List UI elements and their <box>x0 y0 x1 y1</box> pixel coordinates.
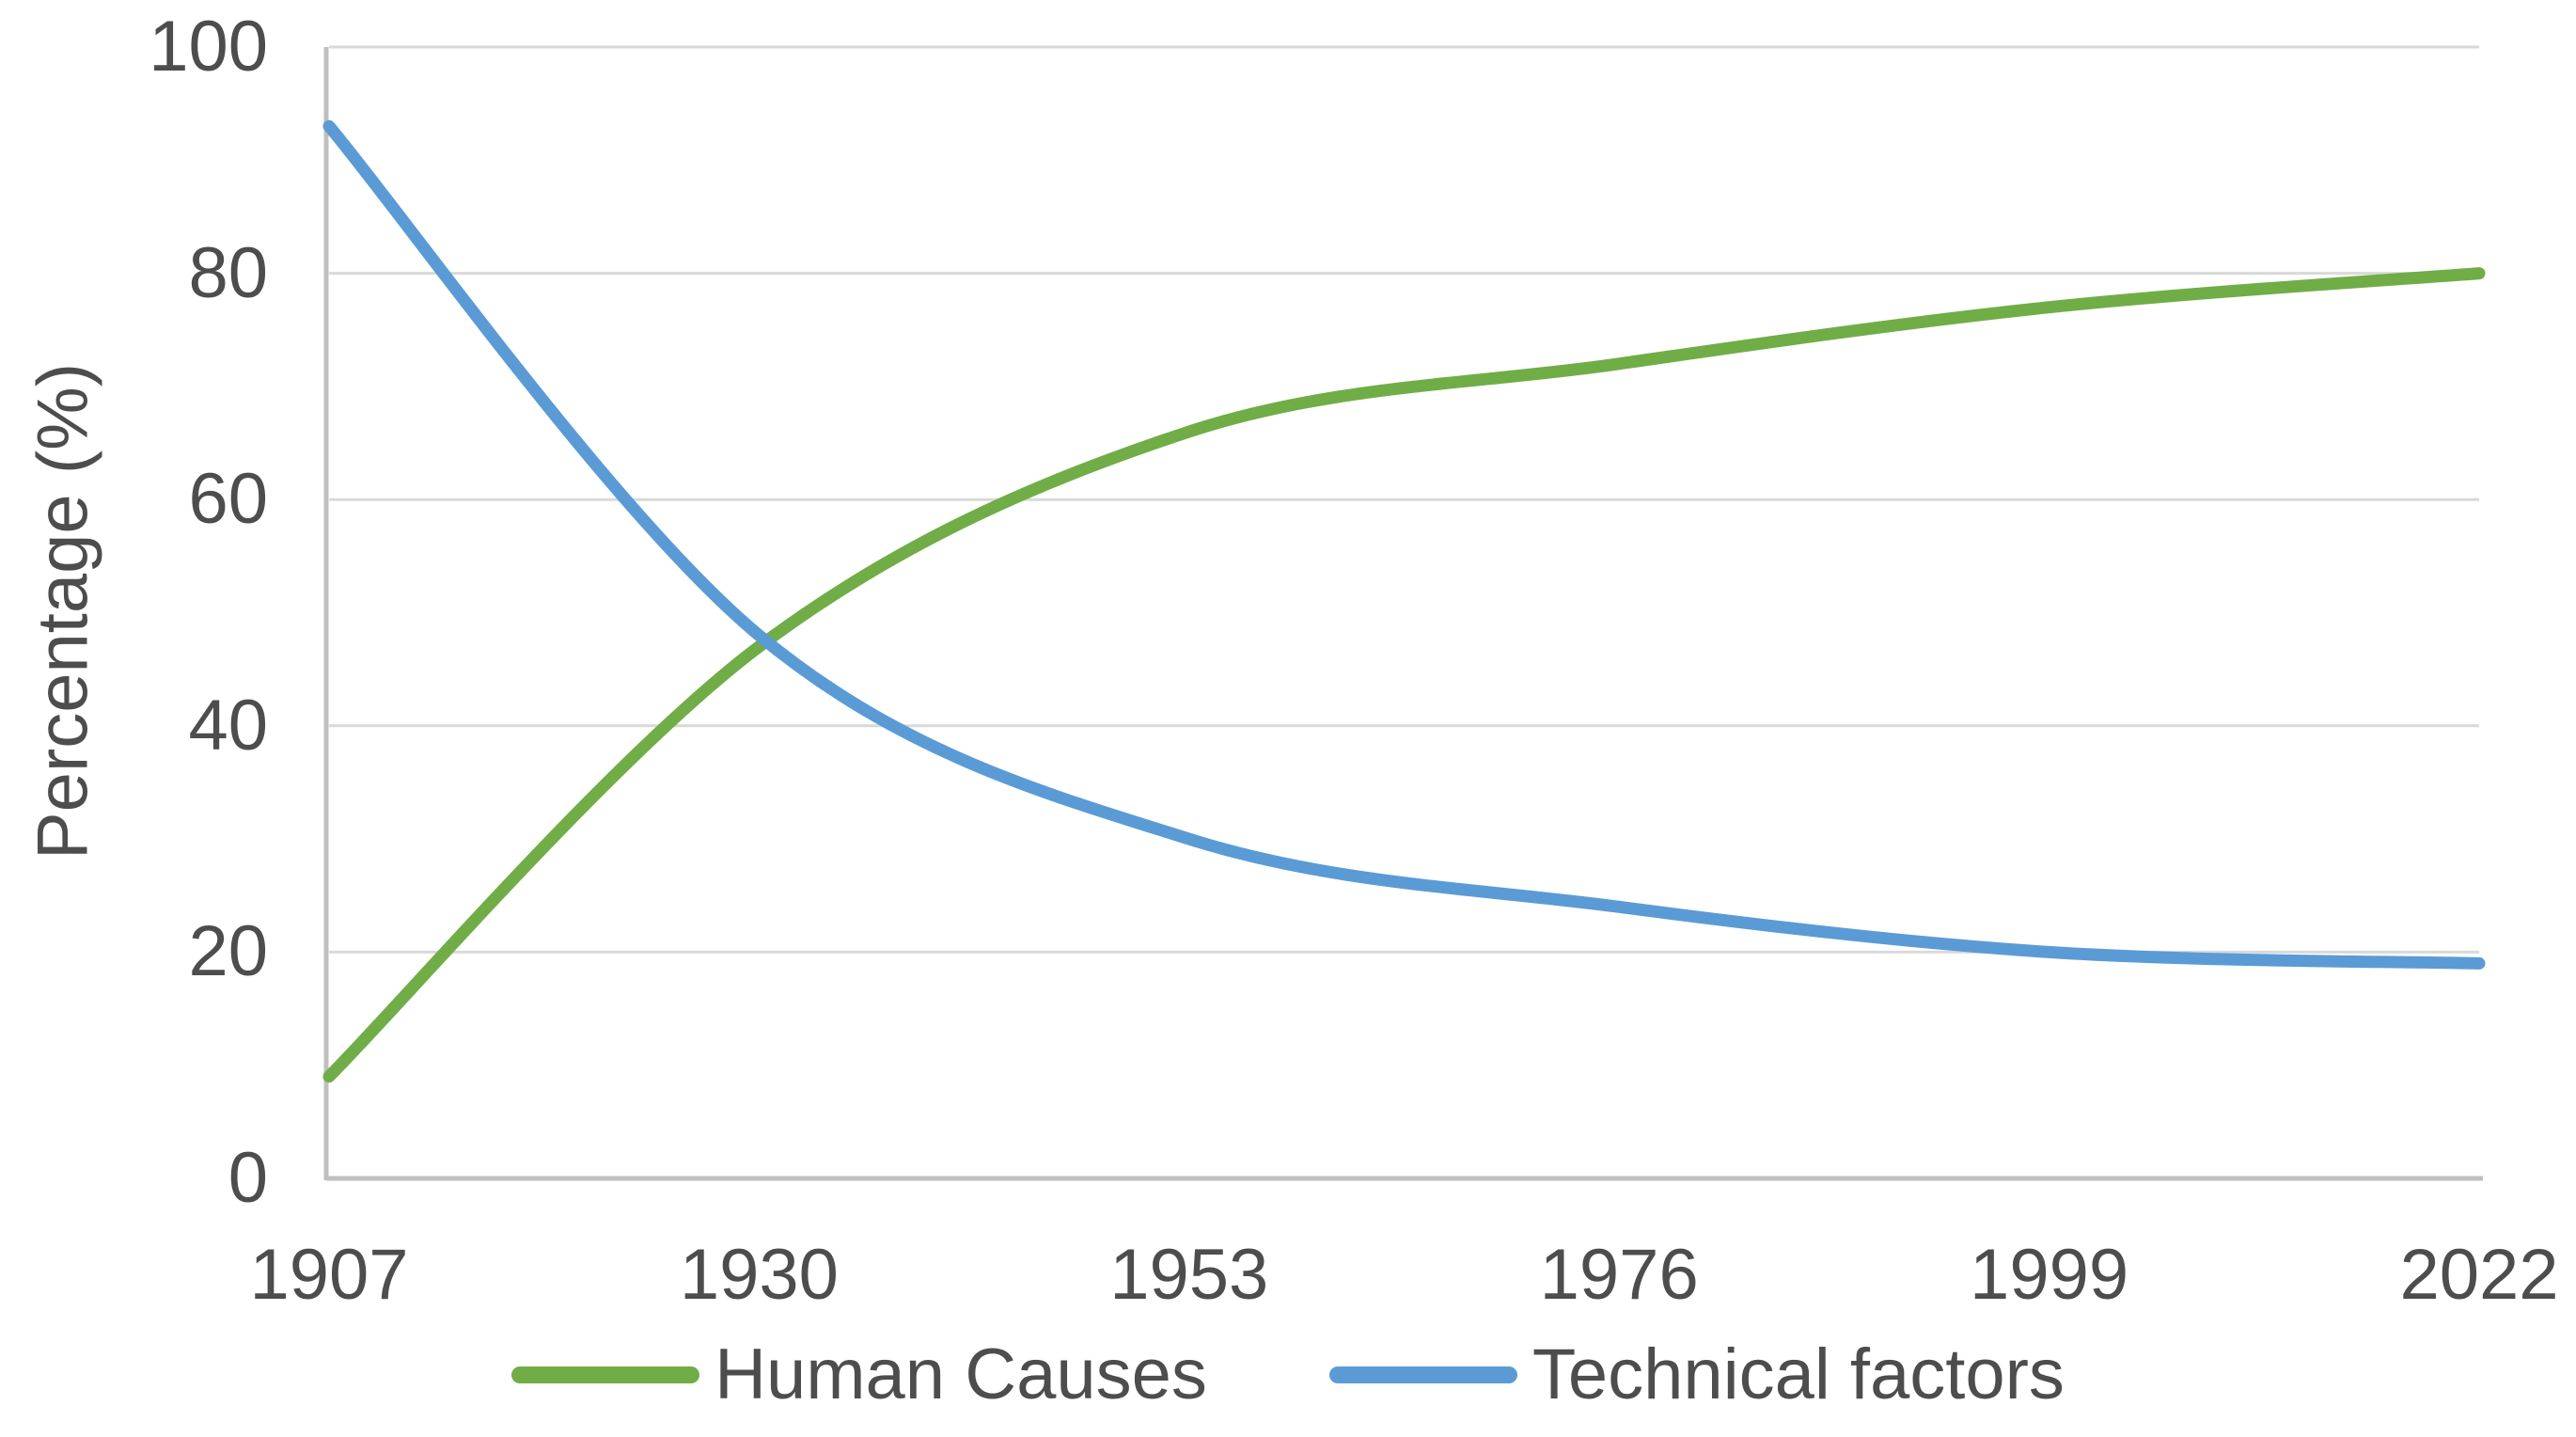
y-tick-label: 60 <box>188 459 268 540</box>
legend-swatch-blue <box>1328 1366 1517 1383</box>
y-tick-label: 20 <box>188 911 268 992</box>
series-line-1 <box>322 119 2486 970</box>
legend-item-technical-factors: Technical factors <box>1328 1334 2065 1415</box>
y-axis-title: Percentage (%) <box>23 362 103 861</box>
y-tick-label: 0 <box>228 1138 268 1218</box>
x-tick-label: 1930 <box>679 1235 839 1315</box>
legend-item-human-causes: Human Causes <box>511 1334 1207 1415</box>
legend: Human Causes Technical factors <box>0 1334 2576 1415</box>
series-line-0 <box>322 267 2486 1083</box>
x-tick-label: 1907 <box>249 1235 409 1315</box>
x-tick-label: 1976 <box>1539 1235 1699 1315</box>
x-tick-label: 2022 <box>2399 1235 2559 1315</box>
legend-label: Technical factors <box>1531 1334 2065 1414</box>
legend-swatch-green <box>511 1366 700 1383</box>
y-tick-label: 80 <box>188 232 268 313</box>
y-tick-label: 100 <box>149 7 268 87</box>
y-tick-label: 40 <box>188 685 268 766</box>
x-tick-label: 1953 <box>1109 1235 1269 1315</box>
x-tick-label: 1999 <box>1970 1235 2129 1315</box>
legend-label: Human Causes <box>715 1334 1207 1414</box>
